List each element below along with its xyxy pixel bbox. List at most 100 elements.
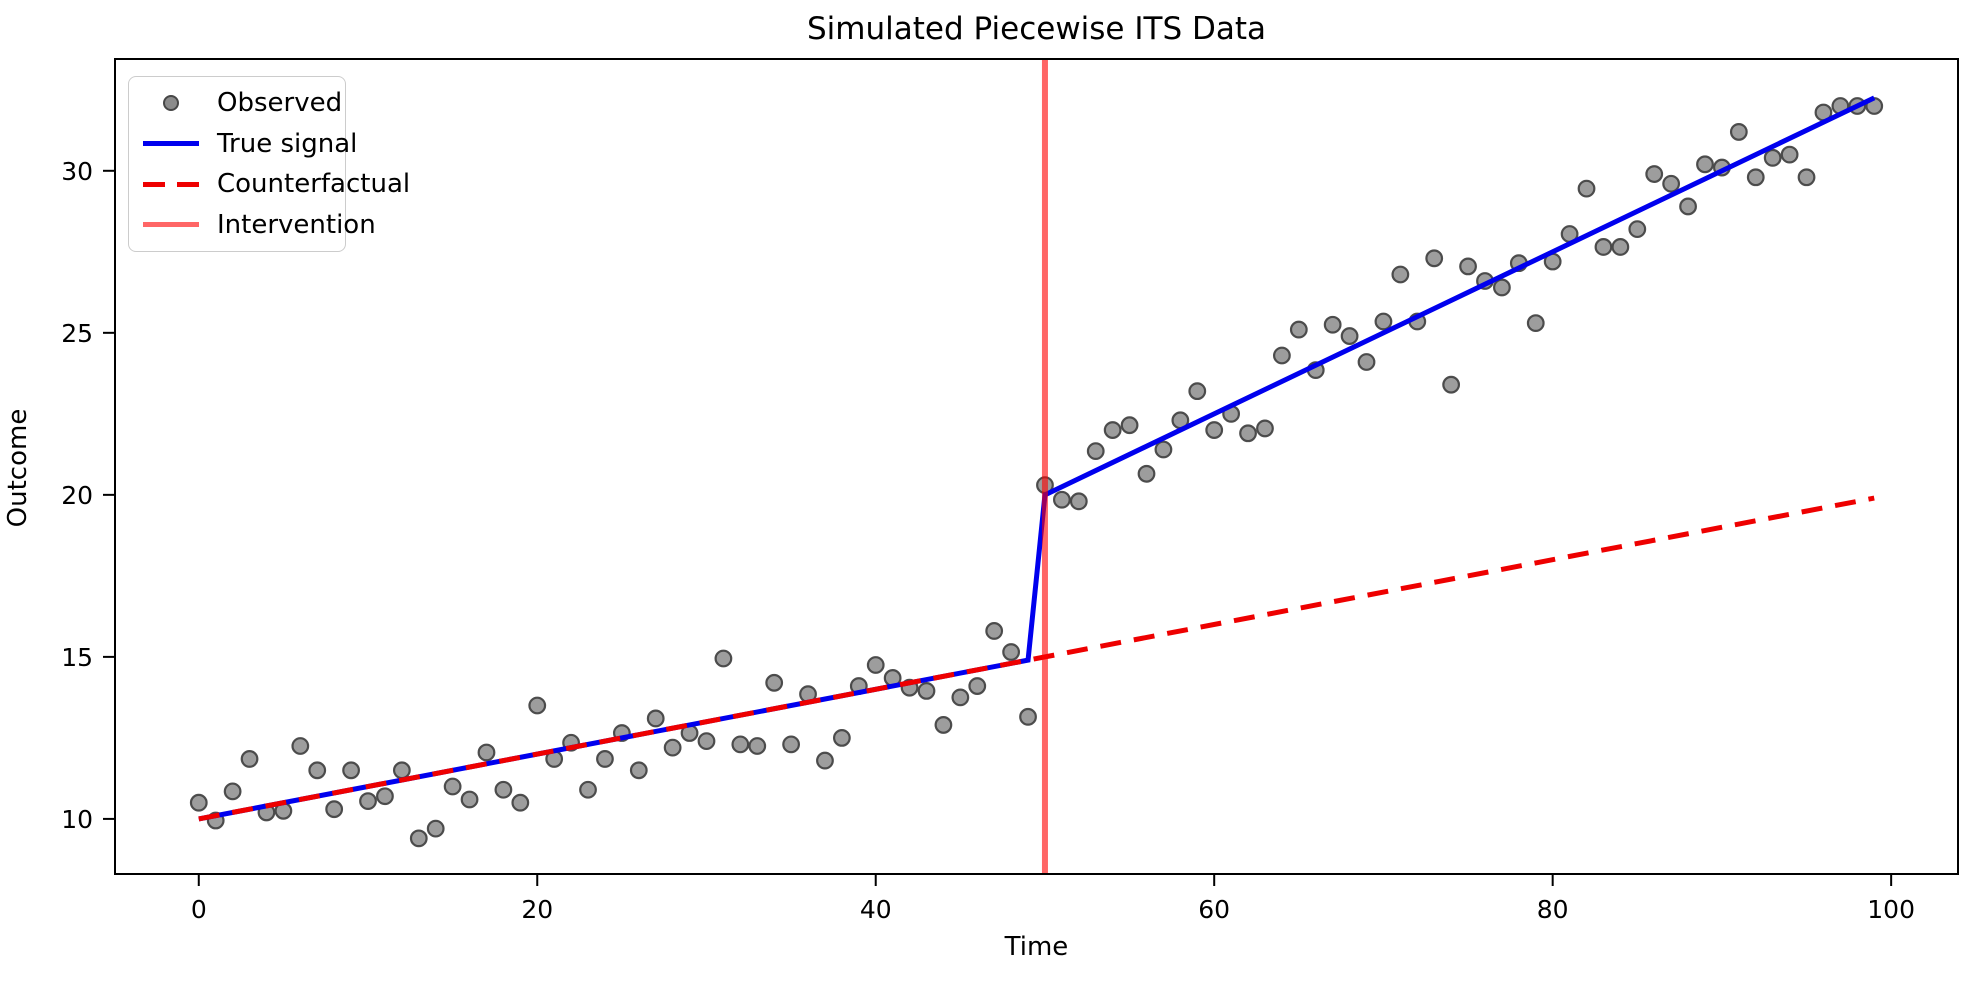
observed-point — [240, 750, 259, 768]
observed-point — [342, 761, 360, 780]
observed-point — [917, 682, 936, 700]
y-tick-label: 15 — [61, 643, 93, 672]
observed-point — [1052, 490, 1071, 509]
observed-point — [1086, 442, 1105, 461]
observed-point — [1289, 320, 1308, 339]
x-tick-label: 60 — [1198, 895, 1230, 924]
observed-point — [1137, 464, 1156, 483]
observed-point — [748, 737, 767, 755]
y-tick-label: 30 — [61, 157, 93, 186]
counterfactual-line-icon — [139, 181, 203, 187]
observed-point — [1357, 353, 1376, 371]
observed-point — [968, 677, 987, 695]
legend-item-intervention: Intervention — [139, 206, 376, 244]
legend-item-true-signal: True signal — [139, 125, 357, 163]
observed-point — [765, 673, 784, 692]
y-tick-label: 10 — [61, 805, 93, 834]
observed-point — [308, 761, 327, 780]
axes-frame — [114, 58, 1959, 875]
observed-point — [1526, 314, 1545, 333]
observed-point — [1780, 145, 1799, 164]
observed-point — [443, 777, 462, 796]
legend-item-counterfactual: Counterfactual — [139, 165, 410, 203]
observed-point — [832, 728, 851, 747]
observed-point — [359, 792, 377, 810]
observed-point — [697, 732, 716, 751]
observed-point — [646, 709, 665, 728]
observed-point — [189, 793, 208, 812]
x-tick-label: 80 — [1537, 895, 1569, 924]
x-tick-label: 40 — [860, 895, 892, 924]
observed-point — [1272, 346, 1291, 365]
observed-point — [528, 696, 547, 715]
observed-point — [511, 793, 530, 812]
true-signal-line-icon — [139, 141, 203, 147]
observed-point — [951, 688, 970, 707]
observed-point — [1662, 174, 1681, 193]
observed-point — [816, 751, 834, 770]
observed-point — [714, 649, 733, 668]
observed-point — [1256, 419, 1274, 438]
observed-point — [1205, 421, 1224, 439]
observed-point — [376, 787, 394, 806]
observed-point — [1239, 424, 1257, 443]
observed-point — [460, 790, 479, 809]
observed-point — [663, 738, 682, 757]
chart-title: Simulated Piecewise ITS Data — [807, 11, 1266, 47]
observed-point — [866, 656, 885, 674]
observed-point — [1323, 315, 1342, 334]
observed-point — [1679, 197, 1697, 216]
observed-point — [325, 800, 344, 819]
observed-point — [1611, 238, 1630, 256]
observed-point — [1493, 278, 1511, 297]
legend-label-true-signal: True signal — [217, 128, 358, 159]
observed-point — [1442, 375, 1461, 394]
observed-point — [1645, 165, 1664, 183]
observed-point — [1763, 148, 1782, 167]
observed-point — [1002, 643, 1021, 661]
legend: Observed True signal Counterfactual Inte… — [128, 76, 410, 252]
legend-label-intervention: Intervention — [217, 209, 376, 240]
observed-point — [1746, 168, 1765, 187]
legend-label-observed: Observed — [217, 88, 343, 119]
y-tick-label: 20 — [61, 481, 93, 510]
observed-point — [782, 735, 801, 754]
observed-point — [1120, 416, 1139, 435]
observed-point — [1696, 155, 1714, 174]
observed-point — [291, 737, 310, 755]
observed-point — [223, 782, 242, 801]
observed-point — [1797, 168, 1816, 187]
x-tick-label: 0 — [191, 895, 207, 924]
legend-item-observed: Observed — [139, 84, 342, 122]
x-tick-label: 100 — [1867, 895, 1915, 924]
observed-point — [426, 819, 445, 838]
observed-point — [1628, 220, 1647, 239]
observed-point — [1374, 312, 1393, 331]
observed-point — [596, 750, 614, 768]
observed-point — [409, 829, 428, 848]
observed-point — [629, 761, 648, 780]
true-signal-line — [198, 95, 1876, 822]
observed-point — [1729, 123, 1748, 141]
x-tick-label: 20 — [521, 895, 553, 924]
observed-point — [1069, 492, 1088, 511]
observed-point — [1340, 327, 1359, 345]
observed-point — [1103, 421, 1122, 439]
y-tick-label: 25 — [61, 319, 93, 348]
observed-point — [1577, 179, 1596, 198]
observed-point — [477, 743, 496, 762]
observed-point — [731, 735, 750, 754]
legend-label-counterfactual: Counterfactual — [217, 169, 411, 200]
observed-point — [985, 622, 1004, 640]
observed-marker-icon — [139, 95, 203, 112]
observed-point — [392, 761, 411, 780]
observed-point — [579, 780, 597, 799]
observed-point — [1188, 382, 1207, 401]
observed-point — [1154, 440, 1173, 459]
observed-point — [934, 716, 953, 734]
x-axis-label: Time — [1004, 932, 1069, 962]
observed-point — [494, 780, 513, 799]
observed-point — [1425, 249, 1444, 268]
